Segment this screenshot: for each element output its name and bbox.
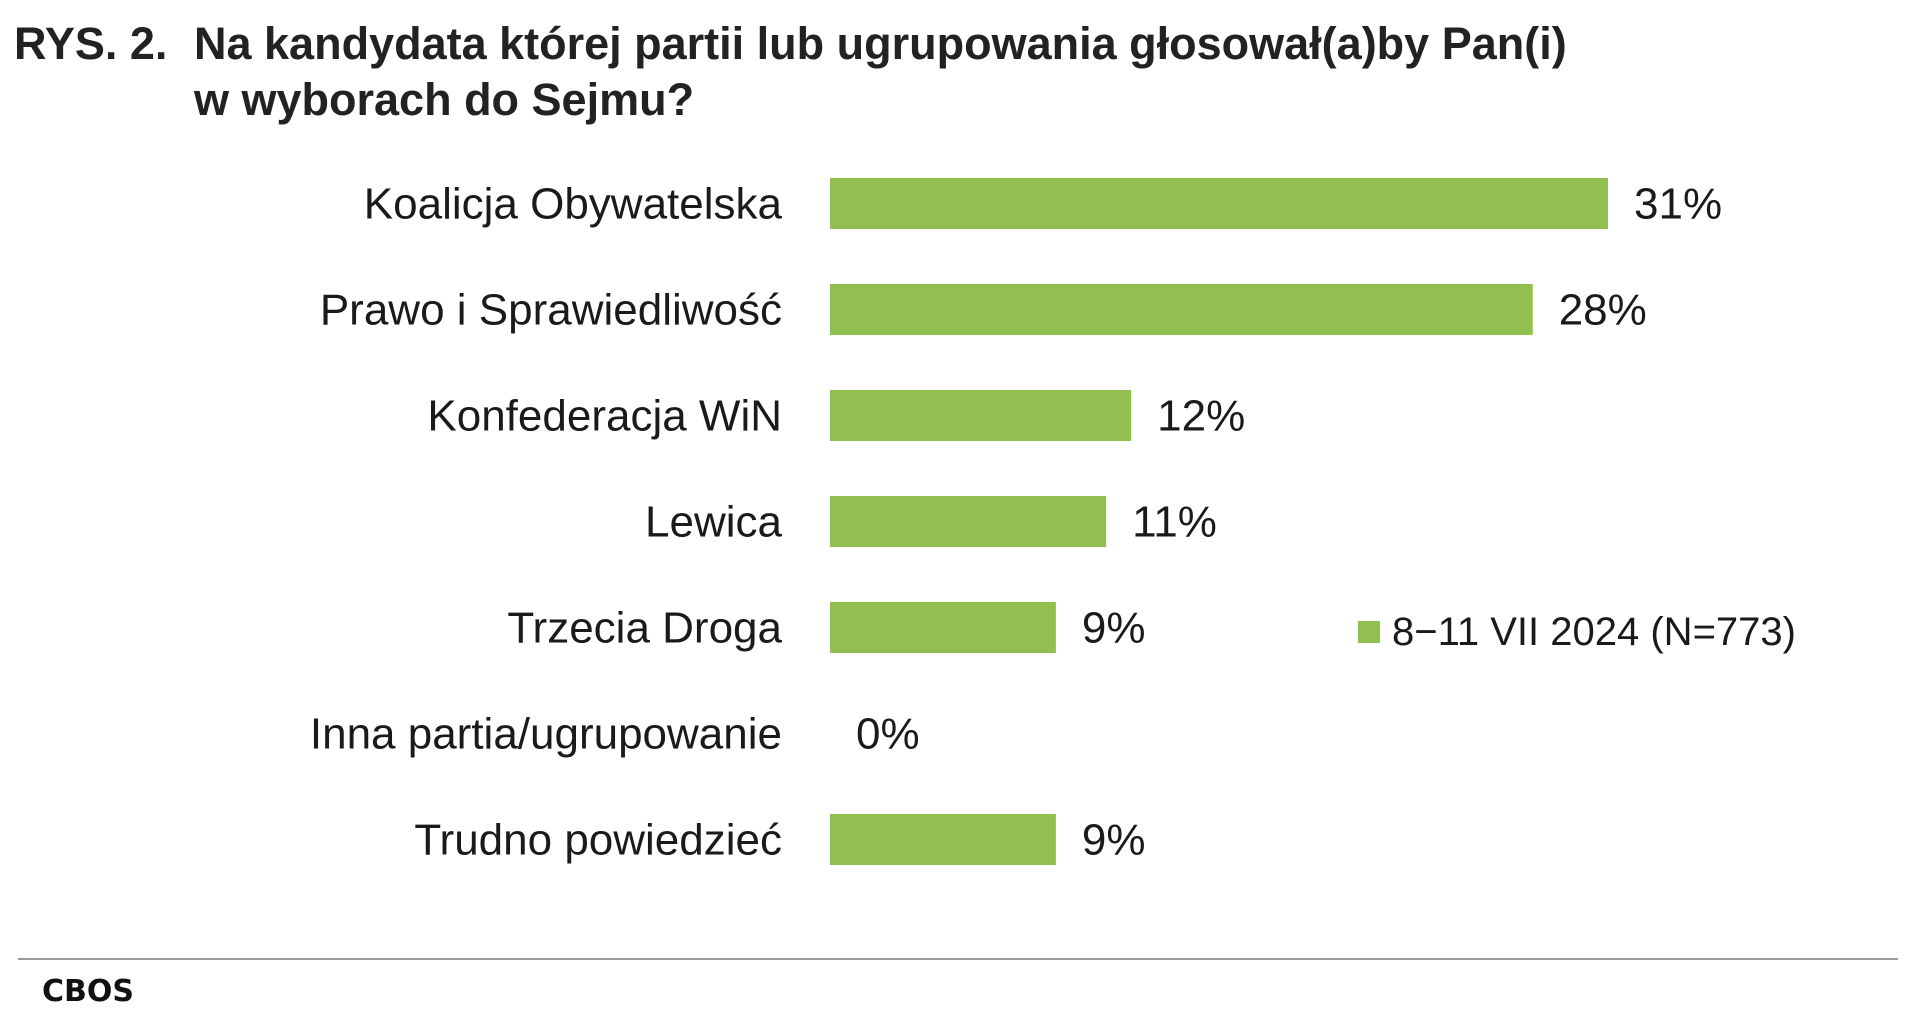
- category-label: Prawo i Sprawiedliwość: [320, 286, 782, 335]
- figure-number: RYS. 2.: [14, 18, 168, 69]
- bar: [830, 178, 1608, 229]
- data-label: 0%: [856, 710, 920, 759]
- category-label: Konfederacja WiN: [427, 392, 782, 441]
- category-label: Trudno powiedzieć: [414, 816, 782, 865]
- bar: [830, 814, 1056, 865]
- category-label: Inna partia/ugrupowanie: [310, 710, 782, 759]
- bar: [830, 284, 1533, 335]
- data-label: 11%: [1132, 498, 1217, 547]
- data-label: 12%: [1157, 392, 1245, 441]
- data-label: 9%: [1082, 816, 1146, 865]
- legend-swatch: [1358, 621, 1380, 643]
- footer-divider: [18, 958, 1898, 960]
- bar: [830, 602, 1056, 653]
- legend-label: 8−11 VII 2024 (N=773): [1392, 610, 1796, 654]
- data-label: 28%: [1559, 286, 1647, 335]
- source-label: CBOS: [42, 974, 134, 1009]
- bar: [830, 496, 1107, 547]
- title-line-1: Na kandydata której partii lub ugrupowan…: [194, 18, 1567, 69]
- data-label: 9%: [1082, 604, 1146, 653]
- category-label: Trzecia Droga: [507, 604, 782, 653]
- category-label: Lewica: [645, 498, 782, 547]
- chart-title: RYS. 2. Na kandydata której partii lub ug…: [14, 16, 1567, 128]
- title-line-2: w wyborach do Sejmu?: [194, 74, 695, 125]
- category-label: Koalicja Obywatelska: [364, 180, 783, 229]
- data-label: 31%: [1634, 180, 1722, 229]
- bar: [830, 390, 1132, 441]
